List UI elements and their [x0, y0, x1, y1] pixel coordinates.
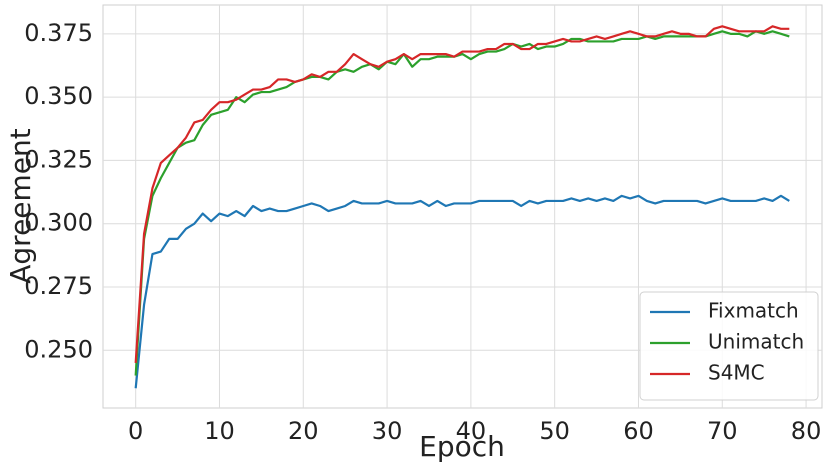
x-tick-label: 60 — [623, 417, 654, 445]
y-tick-label: 0.250 — [24, 335, 93, 363]
y-tick-label: 0.375 — [24, 19, 93, 47]
x-tick-label: 30 — [372, 417, 403, 445]
x-tick-label: 40 — [456, 417, 487, 445]
line-series — [134, 25, 790, 364]
legend-label: Fixmatch — [708, 299, 799, 323]
x-tick-label: 50 — [539, 417, 570, 445]
legend-label: S4MC — [708, 361, 765, 385]
y-tick-label: 0.275 — [24, 272, 93, 300]
x-tick-label: 10 — [204, 417, 235, 445]
x-tick-label: 80 — [791, 417, 822, 445]
x-axis-label: Epoch — [419, 430, 505, 463]
y-tick-label: 0.325 — [24, 145, 93, 173]
y-tick-label: 0.350 — [24, 82, 93, 110]
x-tick-label: 70 — [707, 417, 738, 445]
line-series — [134, 30, 790, 376]
legend-label: Unimatch — [708, 330, 804, 354]
y-axis-label: Agreement — [4, 128, 37, 284]
y-tick-label: 0.300 — [24, 209, 93, 237]
x-tick-label: 0 — [128, 417, 143, 445]
line-series — [134, 194, 790, 389]
x-tick-label: 20 — [288, 417, 319, 445]
